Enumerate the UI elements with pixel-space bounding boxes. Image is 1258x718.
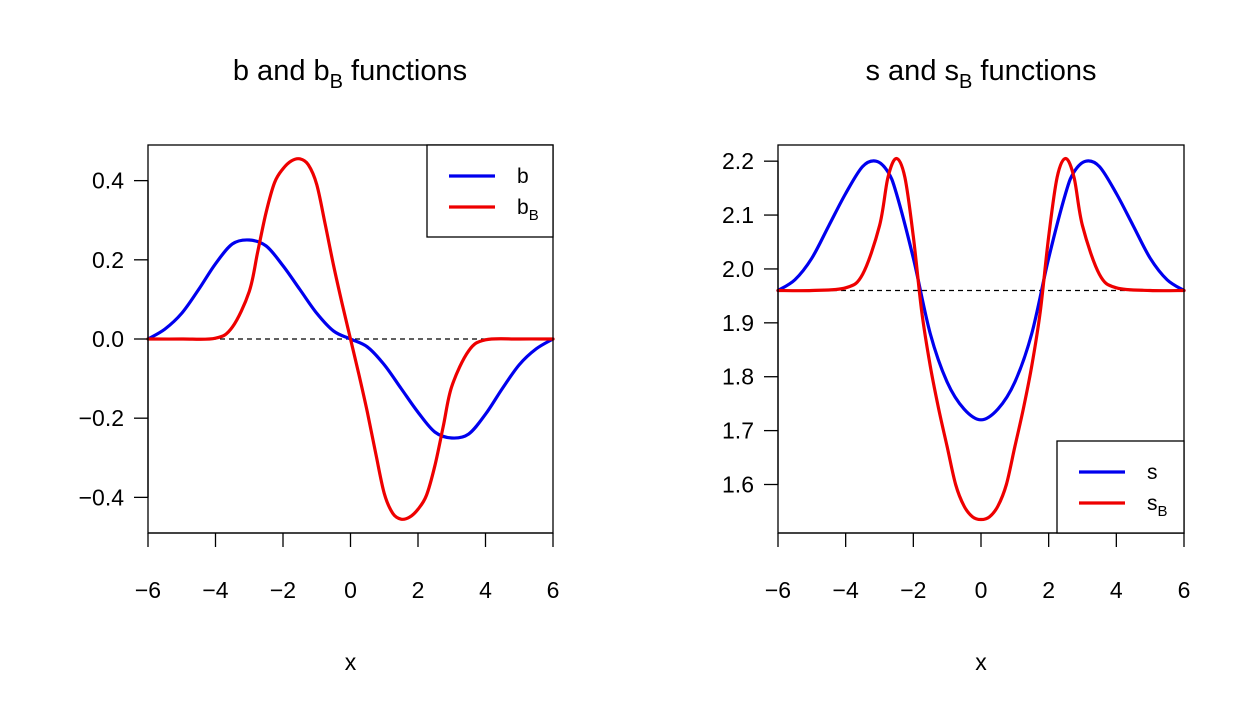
y-tick-label: 1.6 (722, 472, 754, 498)
y-tick-label: 1.9 (722, 310, 754, 336)
legend-label: b (517, 165, 529, 188)
y-tick-label: 1.8 (722, 364, 754, 390)
legend-label: s (1147, 461, 1158, 484)
chart-title: s and sB functions (866, 55, 1097, 93)
chart-panel-s: s and sB functions −6 −4 −2 0 2 4 6 1.6 1.7 1.8 1.9… (722, 55, 1190, 675)
series-line-s (776, 159, 1186, 422)
y-tick-label: 0.2 (92, 247, 124, 273)
chart-panel-b: b and bB functions −6 −4 −2 0 2 4 6 −0.4 −0.2 0.0 0… (79, 55, 560, 675)
x-tick-label: −6 (135, 577, 161, 603)
legend-label: bB (517, 196, 539, 224)
y-tick-label: 0.0 (92, 326, 124, 352)
series-line-b-b (146, 157, 555, 521)
legend-label: sB (1147, 492, 1168, 520)
y-tick-label: 2.2 (722, 148, 754, 174)
y-tick-label: 1.7 (722, 418, 754, 444)
series-line-s-b (776, 156, 1186, 522)
x-axis-label: x (975, 649, 987, 675)
chart-title: b and bB functions (233, 55, 467, 93)
x-tick-label: −2 (270, 577, 296, 603)
x-tick-label: 6 (547, 577, 560, 603)
x-tick-label: −4 (833, 577, 859, 603)
y-tick-label: 0.4 (92, 168, 124, 194)
x-tick-label: 6 (1178, 577, 1191, 603)
y-tick-label: −0.2 (79, 405, 124, 431)
x-axis-label: x (345, 649, 357, 675)
y-tick-label: −0.4 (79, 484, 125, 510)
x-tick-label: 0 (975, 577, 988, 603)
x-tick-label: 0 (344, 577, 357, 603)
legend: s sB (1056, 440, 1185, 534)
x-tick-label: −6 (765, 577, 791, 603)
legend: b bB (426, 144, 554, 238)
x-tick-label: −2 (900, 577, 926, 603)
y-tick-label: 2.1 (722, 202, 754, 228)
x-tick-label: 4 (1110, 577, 1123, 603)
x-tick-label: 2 (412, 577, 425, 603)
y-tick-label: 2.0 (722, 256, 754, 282)
x-tick-label: 2 (1042, 577, 1055, 603)
x-tick-label: −4 (202, 577, 228, 603)
x-tick-label: 4 (479, 577, 492, 603)
legend-box (1056, 440, 1185, 534)
legend-box (426, 144, 554, 238)
